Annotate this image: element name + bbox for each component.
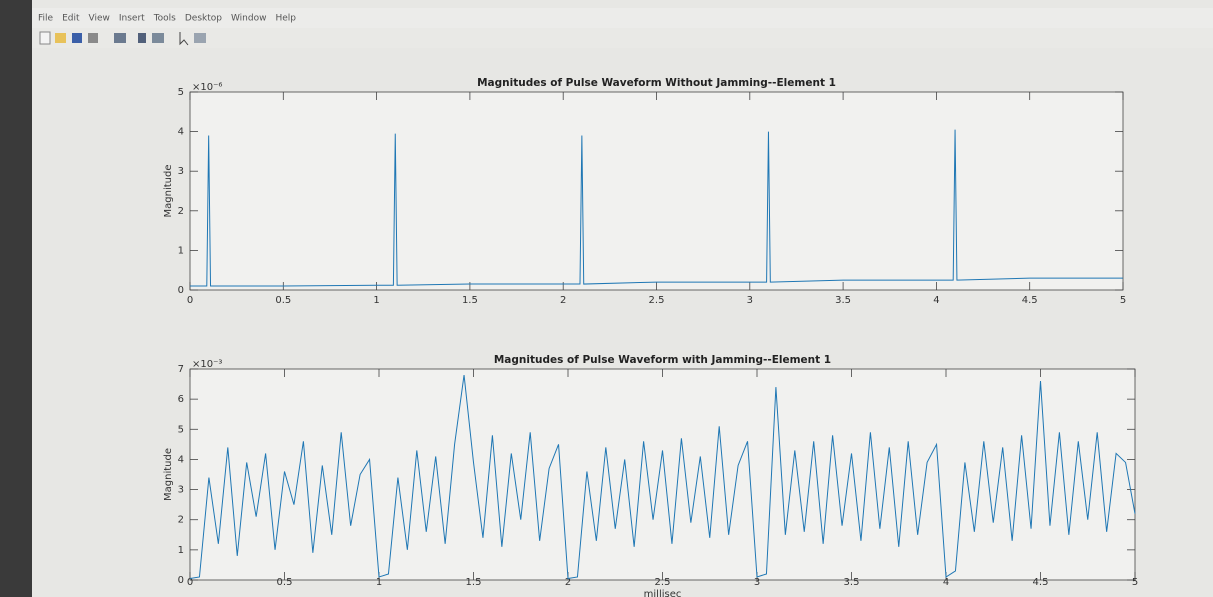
x-tick-label: 4	[933, 295, 939, 306]
x-tick-label: 1.5	[462, 295, 478, 306]
x-tick-label: 3.5	[835, 295, 851, 306]
new-icon[interactable]	[40, 32, 50, 44]
x-tick-label: 2	[560, 295, 566, 306]
x-tick-label: 1	[373, 295, 379, 306]
y-axis-label: Magnitude	[163, 165, 174, 218]
toolbar	[32, 28, 1213, 48]
x-tick-label: 0	[187, 295, 193, 306]
save-icon[interactable]	[72, 33, 82, 43]
y-tick-label: 4	[178, 127, 184, 138]
x-tick-label: 3	[747, 295, 753, 306]
x-axis-label: millisec	[644, 589, 682, 597]
menu-item[interactable]: Edit	[62, 14, 80, 24]
y-tick-label: 7	[178, 364, 184, 375]
x-tick-label: 0.5	[275, 295, 291, 306]
chart-title: Magnitudes of Pulse Waveform with Jammin…	[494, 354, 831, 366]
left-edge	[0, 0, 32, 597]
page: File Edit View Insert Tools Desktop Window Help…	[0, 0, 1213, 597]
y-tick-label: 3	[178, 166, 184, 177]
menu-item[interactable]: File	[38, 14, 54, 24]
y-tick-label: 0	[178, 575, 184, 586]
y-tick-label: 0	[178, 285, 184, 296]
y-exponent: ×10⁻³	[192, 359, 222, 370]
chart-title: Magnitudes of Pulse Waveform Without Jam…	[477, 77, 836, 89]
y-exponent: ×10⁻⁶	[192, 82, 222, 93]
menu-item[interactable]: Window	[231, 14, 267, 24]
menu: File Edit View Insert Tools Desktop Window Help	[38, 14, 296, 24]
y-tick-label: 5	[178, 424, 184, 435]
legend-icon[interactable]	[152, 33, 164, 43]
zoom-icon[interactable]	[114, 33, 126, 43]
y-axis-label: Magnitude	[163, 448, 174, 501]
y-tick-label: 2	[178, 206, 184, 217]
figure-window: File Edit View Insert Tools Desktop Window Help…	[0, 0, 1213, 597]
menu-item[interactable]: Tools	[153, 14, 176, 24]
y-tick-label: 1	[178, 545, 184, 556]
colorbar-icon[interactable]	[138, 33, 146, 43]
print-icon[interactable]	[88, 33, 98, 43]
y-tick-label: 6	[178, 394, 184, 405]
x-tick-label: 4.5	[1022, 295, 1038, 306]
open-icon[interactable]	[55, 33, 66, 43]
y-tick-label: 2	[178, 515, 184, 526]
menu-item[interactable]: Insert	[119, 14, 145, 24]
x-tick-label: 5	[1120, 295, 1126, 306]
menu-item[interactable]: Help	[275, 14, 296, 24]
plot-tools-icon[interactable]	[194, 33, 206, 43]
y-tick-label: 4	[178, 454, 184, 465]
axes-background	[190, 369, 1135, 580]
menu-item[interactable]: View	[89, 14, 110, 24]
menu-item[interactable]: Desktop	[185, 14, 222, 24]
y-tick-label: 5	[178, 87, 184, 98]
y-tick-label: 1	[178, 245, 184, 256]
axes-background	[190, 92, 1123, 290]
x-tick-label: 2.5	[649, 295, 665, 306]
y-tick-label: 3	[178, 485, 184, 496]
